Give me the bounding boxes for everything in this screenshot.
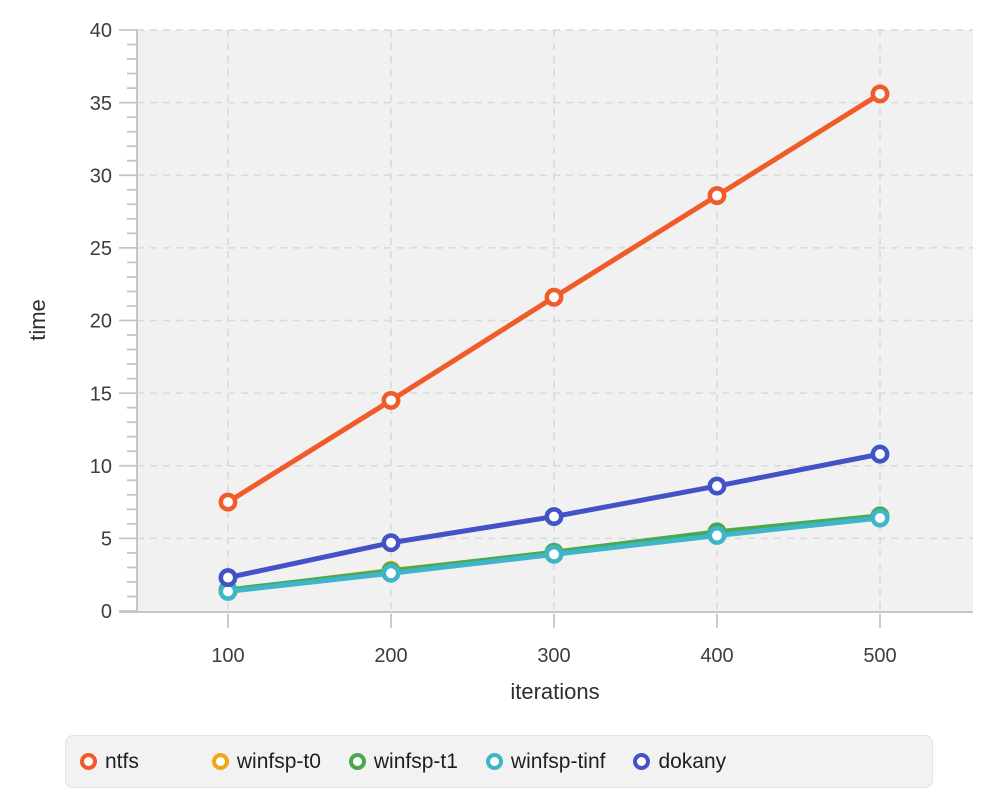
line-chart: 0 5 10 15 20 25 30 35 40 100 200 300 400 500 [90,20,973,667]
data-point-dokany [218,568,238,588]
data-point-dokany [381,533,401,553]
x-tick-label: 400 [700,645,733,667]
y-tick-label: 5 [101,529,112,551]
x-tick-label: 500 [863,645,896,667]
legend-label: dokany [658,749,727,773]
data-point-dokany [544,507,564,527]
x-tick-label: 200 [374,645,407,667]
legend-marker-winfsp-t0-icon [211,753,229,770]
data-point-ntfs [218,492,238,512]
series-winfsp-tinf [218,508,890,601]
legend-item-winfsp-t1: winfsp-t1 [348,749,458,774]
data-point-ntfs [707,186,727,206]
legend-item-winfsp-tinf: winfsp-tinf [485,749,606,774]
legend-label: winfsp-t0 [236,749,321,773]
y-tick-label: 0 [101,601,112,623]
data-point-winfsp-tinf [381,563,401,583]
y-tick-label: 30 [90,165,112,187]
series-ntfs [218,84,890,512]
legend-item-dokany: dokany [633,750,726,774]
y-tick-label: 35 [90,93,112,115]
y-tick-label: 20 [90,311,112,333]
legend-marker-ntfs-icon [80,753,97,770]
series-dokany [218,444,890,588]
data-point-ntfs [381,390,401,410]
y-tick-label: 10 [90,456,112,478]
legend-label: winfsp-t1 [373,749,458,773]
y-tick-label: 15 [90,383,112,405]
y-tick-label: 40 [90,20,112,42]
data-point-winfsp-tinf [707,526,727,545]
legend-label: winfsp-tinf [510,749,606,773]
legend-item-winfsp-t0: winfsp-t0 [211,749,321,774]
data-point-winfsp-tinf [870,508,890,528]
x-tick-label: 300 [537,645,570,667]
data-point-dokany [707,476,727,496]
legend-marker-winfsp-t1-icon [348,753,366,770]
legend-item-ntfs: ntfs [80,750,139,774]
legend-marker-winfsp-tinf-icon [485,753,503,770]
data-point-winfsp-tinf [544,544,564,564]
legend-marker-dokany-icon [633,753,651,770]
y-axis-title: time [25,299,50,341]
x-tick-label: 100 [211,645,244,667]
x-axis-title: iterations [510,679,600,704]
data-point-dokany [870,444,890,464]
data-point-ntfs [544,287,564,307]
legend-label: ntfs [105,749,139,773]
data-point-ntfs [870,84,890,104]
y-tick-label: 25 [90,238,112,260]
legend: ntfs winfsp-t0 winfsp-t1 winfsp-tinf dokany [65,735,933,788]
